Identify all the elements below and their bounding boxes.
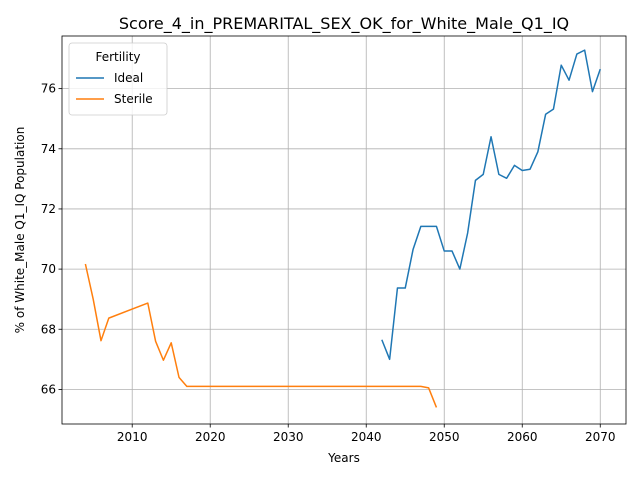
- series-line-ideal: [381, 49, 601, 361]
- legend-label-sterile: Sterile: [114, 92, 153, 106]
- y-tick-label: 68: [41, 322, 56, 336]
- legend: Fertility Ideal Sterile: [68, 42, 168, 116]
- series-layer: [84, 49, 601, 408]
- x-tick-label: 2040: [351, 430, 382, 444]
- x-tick-label: 2020: [195, 430, 226, 444]
- legend-box: [68, 42, 168, 116]
- legend-title: Fertility: [95, 50, 140, 64]
- x-axis-label: Years: [327, 451, 360, 465]
- y-tick-label: 66: [41, 382, 56, 396]
- x-tick-label: 2030: [273, 430, 304, 444]
- grid: [62, 36, 626, 424]
- y-tick-label: 76: [41, 82, 56, 96]
- y-tick-label: 74: [41, 142, 56, 156]
- chart-title: Score_4_in_PREMARITAL_SEX_OK_for_White_M…: [119, 14, 569, 34]
- x-axis: 2010 2020 2030 2040 2050 2060 2070: [117, 424, 616, 444]
- y-tick-label: 72: [41, 202, 56, 216]
- x-tick-label: 2070: [585, 430, 616, 444]
- x-tick-label: 2010: [117, 430, 148, 444]
- y-axis: 66 68 70 72 74 76: [41, 82, 62, 396]
- legend-label-ideal: Ideal: [114, 71, 143, 85]
- plot-frame: [61, 35, 627, 425]
- y-tick-label: 70: [41, 262, 56, 276]
- series-line-sterile: [84, 263, 438, 408]
- x-tick-label: 2060: [507, 430, 538, 444]
- y-axis-label: % of White_Male Q1_IQ Population: [13, 127, 27, 334]
- x-tick-label: 2050: [429, 430, 460, 444]
